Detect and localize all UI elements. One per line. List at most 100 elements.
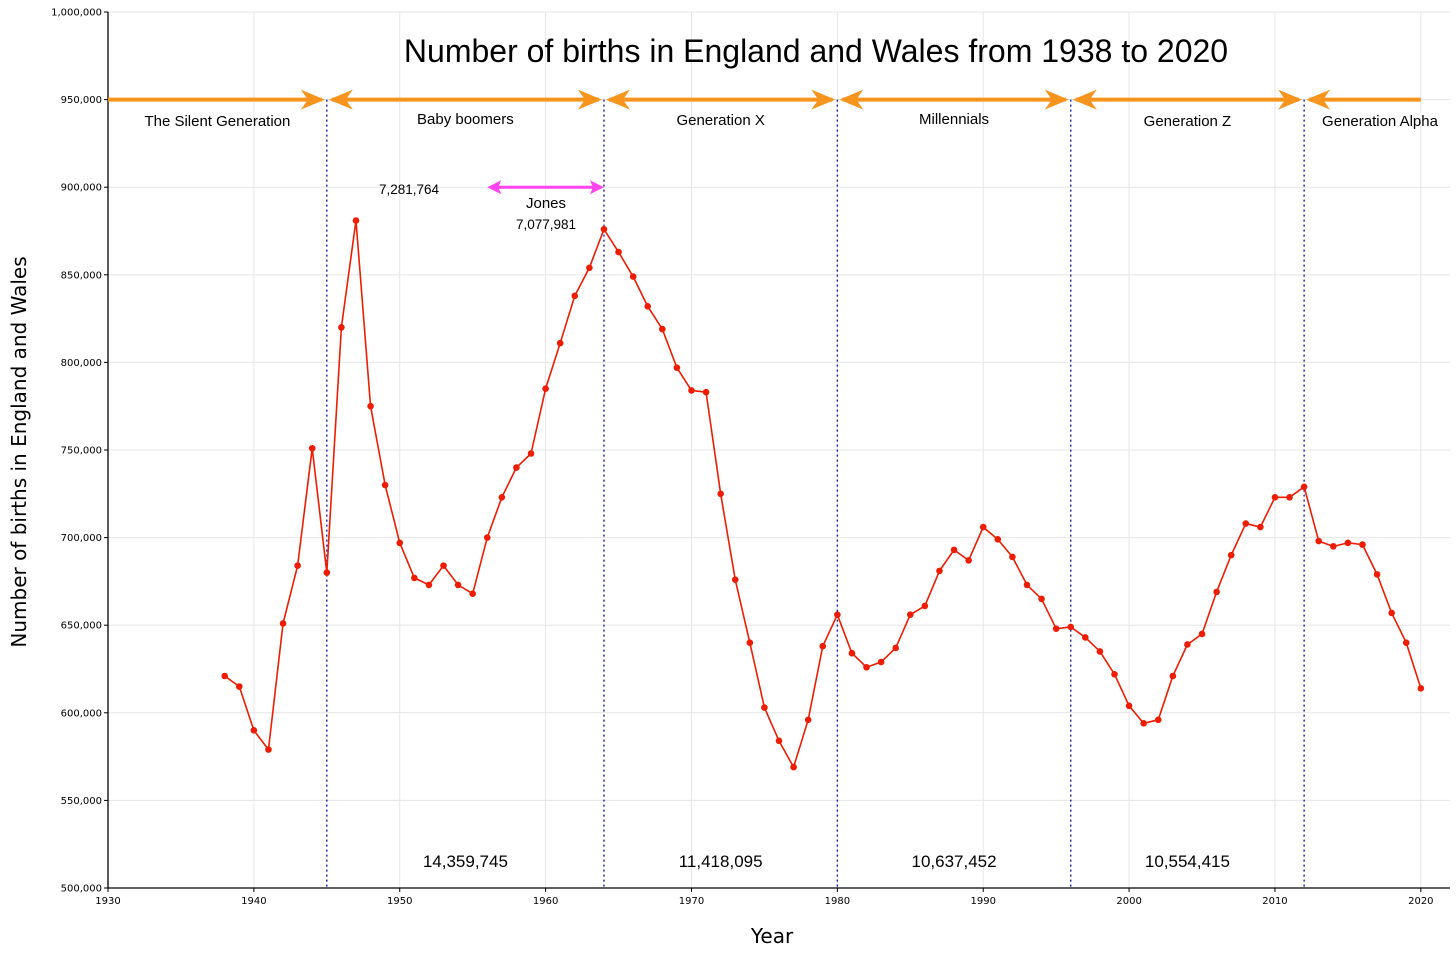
data-point xyxy=(1125,702,1133,710)
x-axis-title: Year xyxy=(750,924,794,948)
data-point xyxy=(1315,537,1323,545)
data-point xyxy=(440,562,447,569)
data-point xyxy=(265,746,272,753)
data-point xyxy=(1154,716,1162,724)
x-tick-label: 2010 xyxy=(1262,896,1287,907)
y-tick-label: 650,000 xyxy=(61,621,102,632)
data-point xyxy=(483,534,491,541)
generation-boundaries xyxy=(326,99,1305,888)
jones-arrow-head-right xyxy=(589,180,604,195)
data-point xyxy=(877,658,885,666)
data-point xyxy=(352,217,360,224)
data-point xyxy=(396,539,404,547)
grid xyxy=(108,11,1450,888)
data-point xyxy=(294,562,301,569)
data-point xyxy=(1140,720,1147,727)
generation-label: Millennials xyxy=(919,111,989,128)
y-tick-label: 850,000 xyxy=(61,270,102,281)
x-tick-label: 1930 xyxy=(95,896,120,907)
data-point xyxy=(308,444,316,452)
data-point xyxy=(250,727,258,734)
data-point xyxy=(1038,595,1045,603)
data-point xyxy=(673,364,681,371)
generation-arrow-head-left xyxy=(605,89,630,110)
data-point xyxy=(367,402,374,410)
generation-arrow-head-right xyxy=(577,89,602,110)
data-point xyxy=(1359,541,1366,548)
data-point xyxy=(381,481,389,489)
data-point xyxy=(1198,630,1206,638)
data-point xyxy=(965,557,972,564)
generation-arrow-head-right xyxy=(1044,89,1069,110)
data-point xyxy=(644,303,652,310)
data-point xyxy=(746,639,754,647)
data-point xyxy=(1052,625,1060,633)
data-point xyxy=(761,704,768,711)
data-point xyxy=(221,672,228,680)
data-point xyxy=(848,649,856,657)
generation-arrows xyxy=(108,89,1421,110)
data-point xyxy=(1417,684,1425,692)
x-tick-label: 1950 xyxy=(387,896,412,907)
data-point xyxy=(1023,581,1031,589)
data-point xyxy=(323,569,331,576)
data-point xyxy=(1096,648,1104,655)
generation-label: Generation Z xyxy=(1144,113,1232,130)
data-point xyxy=(1184,641,1191,648)
series-line xyxy=(224,219,1422,768)
data-point xyxy=(1009,553,1016,561)
generation-total: 10,554,415 xyxy=(1145,852,1230,871)
axes: 1930 1940 1950 1960 1970 1980 1990 2000 2010 2020… xyxy=(51,8,1450,907)
data-point xyxy=(542,385,549,392)
generation-totals: 14,359,745 11,418,095 10,637,452 10,554,415 xyxy=(423,852,1230,871)
generation-arrow-head-right xyxy=(811,89,836,110)
data-point xyxy=(1242,520,1250,527)
data-point xyxy=(979,523,987,531)
data-point xyxy=(469,590,476,597)
generation-label: Baby boomers xyxy=(417,111,514,128)
x-tick-label: 2000 xyxy=(1116,896,1141,907)
generation-label: Generation X xyxy=(676,112,764,129)
x-tick-label: 1940 xyxy=(241,896,266,907)
data-point xyxy=(600,225,608,233)
data-point xyxy=(615,248,622,256)
data-point xyxy=(571,292,579,300)
data-point xyxy=(775,737,783,745)
data-point xyxy=(863,663,870,671)
data-point xyxy=(1111,670,1118,678)
data-point xyxy=(834,611,841,618)
y-tick-label: 550,000 xyxy=(61,796,102,807)
y-tick-label: 600,000 xyxy=(61,708,102,719)
data-point xyxy=(804,716,812,724)
series-births xyxy=(221,217,1425,771)
data-point xyxy=(1373,571,1381,578)
generation-arrow-head-left xyxy=(1306,89,1331,110)
data-point xyxy=(1271,494,1279,501)
y-tick-label: 700,000 xyxy=(61,533,102,544)
data-point xyxy=(235,683,243,690)
chart-title: Number of births in England and Wales fr… xyxy=(404,33,1228,69)
x-tick-label: 2020 xyxy=(1408,896,1433,907)
data-point xyxy=(1286,494,1293,501)
x-tick-label: 1980 xyxy=(825,896,850,907)
generation-arrow-head-left xyxy=(839,89,864,110)
jones-arrow-head-left xyxy=(487,180,502,195)
data-point xyxy=(1227,551,1235,559)
data-point xyxy=(1388,609,1395,617)
x-tick-label: 1990 xyxy=(970,896,995,907)
data-point xyxy=(994,536,1002,543)
jones-annotation: 7,281,764 Jones 7,077,981 xyxy=(379,180,604,232)
y-tick-label: 950,000 xyxy=(61,95,102,106)
data-point xyxy=(1082,634,1089,641)
data-point xyxy=(819,642,827,650)
data-point xyxy=(921,602,929,610)
generation-total: 14,359,745 xyxy=(423,852,508,871)
y-tick-label: 1,000,000 xyxy=(51,8,102,19)
data-point xyxy=(527,450,535,457)
generation-labels: The Silent Generation Baby boomers Generat… xyxy=(144,111,1438,130)
generation-total: 11,418,095 xyxy=(679,852,763,871)
data-point xyxy=(1300,483,1308,491)
data-point xyxy=(1169,672,1177,680)
data-point xyxy=(586,264,593,272)
